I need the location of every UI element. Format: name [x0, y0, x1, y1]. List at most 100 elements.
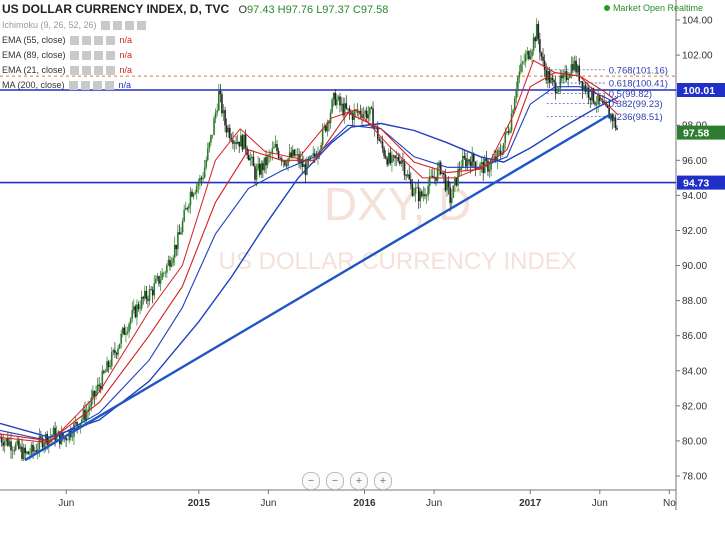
indicator-value: n/a: [119, 35, 133, 45]
high-value: H97.76: [277, 4, 314, 16]
horizontal-level-price-label-bg: [677, 82, 725, 97]
candle-body: [236, 141, 239, 144]
indicator-controls[interactable]: [69, 36, 116, 46]
candle-body: [173, 244, 176, 258]
candle-body: [57, 431, 60, 434]
scroll-right-button[interactable]: +: [374, 472, 392, 490]
candle-body: [383, 148, 385, 156]
candle-body: [337, 96, 340, 100]
candle-body: [36, 449, 39, 452]
y-tick-label: 80.00: [682, 436, 707, 447]
candle-body: [27, 451, 30, 455]
indicator-legend: Ichimoku (9, 26, 52, 26) EMA (55, close)…: [2, 18, 147, 93]
candle-body: [345, 103, 348, 109]
candle-body: [450, 197, 453, 203]
candle-body: [181, 221, 184, 233]
x-tick-label: No: [663, 498, 676, 509]
candle-body: [107, 361, 110, 368]
candle-body: [217, 90, 220, 111]
indicator-ema-89[interactable]: EMA (89, close) n/a: [2, 50, 133, 61]
candle-body: [197, 183, 200, 186]
candle-body: [103, 370, 105, 373]
candle-body: [139, 308, 141, 310]
candle-body: [532, 37, 535, 51]
candle-body: [343, 103, 346, 116]
candle-body: [120, 333, 122, 344]
candle-body: [46, 434, 49, 445]
candle-body: [224, 110, 226, 126]
candle-body: [257, 163, 259, 169]
symbol-title[interactable]: US DOLLAR CURRENCY INDEX, D, TVC: [2, 2, 230, 16]
indicator-value: n/a: [119, 65, 133, 75]
candle-body: [169, 259, 171, 267]
candle-body: [373, 126, 376, 129]
candle-body: [540, 52, 543, 57]
candle-body: [378, 139, 381, 141]
candle-body: [405, 175, 407, 177]
candle-body: [496, 150, 499, 161]
indicator-ema-55[interactable]: EMA (55, close) n/a: [2, 35, 133, 46]
candle-body: [251, 156, 253, 158]
candle-body: [342, 103, 344, 116]
candle-body: [551, 77, 554, 81]
fib-level-label: 0.5(99.82): [609, 89, 652, 100]
candle-body: [526, 51, 529, 55]
close-value: C97.58: [352, 4, 389, 16]
candle-body: [16, 440, 19, 444]
x-tick-label: Jun: [426, 498, 442, 509]
candle-body: [328, 121, 330, 124]
candle-body: [151, 289, 154, 296]
candle-body: [611, 114, 614, 122]
candle-body: [340, 103, 343, 106]
y-tick-label: 96.00: [682, 156, 707, 167]
x-tick-label: Jun: [592, 498, 608, 509]
candle-body: [334, 92, 337, 105]
candle-body: [490, 162, 492, 170]
scroll-left-button[interactable]: −: [302, 472, 320, 490]
candle-body: [81, 418, 83, 423]
candle-body: [90, 397, 93, 407]
watermark-name: US DOLLAR CURRENCY INDEX: [218, 248, 576, 275]
indicator-ema-21[interactable]: EMA (21, close) n/a: [2, 65, 133, 76]
zoom-in-button[interactable]: +: [350, 472, 368, 490]
indicator-ichimoku[interactable]: Ichimoku (9, 26, 52, 26): [2, 18, 147, 33]
candle-body: [389, 152, 392, 164]
candle-body: [499, 150, 502, 155]
candle-body: [553, 80, 555, 83]
candle-body: [132, 306, 135, 310]
candle-body: [562, 74, 565, 79]
candle-body: [95, 391, 97, 397]
indicator-controls[interactable]: [100, 21, 147, 31]
candle-body: [84, 409, 86, 421]
candle-body: [512, 110, 514, 114]
candle-body: [74, 422, 77, 424]
candle-body: [285, 165, 288, 166]
indicator-controls[interactable]: [68, 81, 115, 91]
indicator-ma-200[interactable]: MA (200, close) n/a: [2, 80, 132, 91]
x-tick-label: Jun: [260, 498, 276, 509]
zoom-out-button[interactable]: −: [326, 472, 344, 490]
y-tick-label: 94.00: [682, 191, 707, 202]
x-tick-label: Jun: [58, 498, 74, 509]
candle-body: [184, 207, 187, 210]
candle-body: [268, 154, 270, 156]
candle-body: [276, 144, 278, 151]
candle-body: [598, 94, 601, 102]
horizontal-level-price-label-bg: [677, 175, 725, 190]
candle-body: [101, 370, 104, 390]
indicator-controls[interactable]: [69, 66, 116, 76]
candle-body: [502, 143, 505, 154]
y-tick-label: 92.00: [682, 226, 707, 237]
candle-body: [326, 121, 329, 132]
candle-body: [225, 125, 228, 133]
candle-body: [427, 185, 429, 196]
candle-body: [507, 131, 510, 133]
candles-group: [0, 18, 618, 462]
candle-body: [354, 110, 357, 111]
candle-body: [616, 128, 618, 130]
candle-body: [219, 90, 222, 95]
candle-body: [597, 94, 599, 105]
candle-body: [336, 99, 338, 105]
indicator-controls[interactable]: [69, 51, 116, 61]
candle-body: [403, 162, 406, 176]
